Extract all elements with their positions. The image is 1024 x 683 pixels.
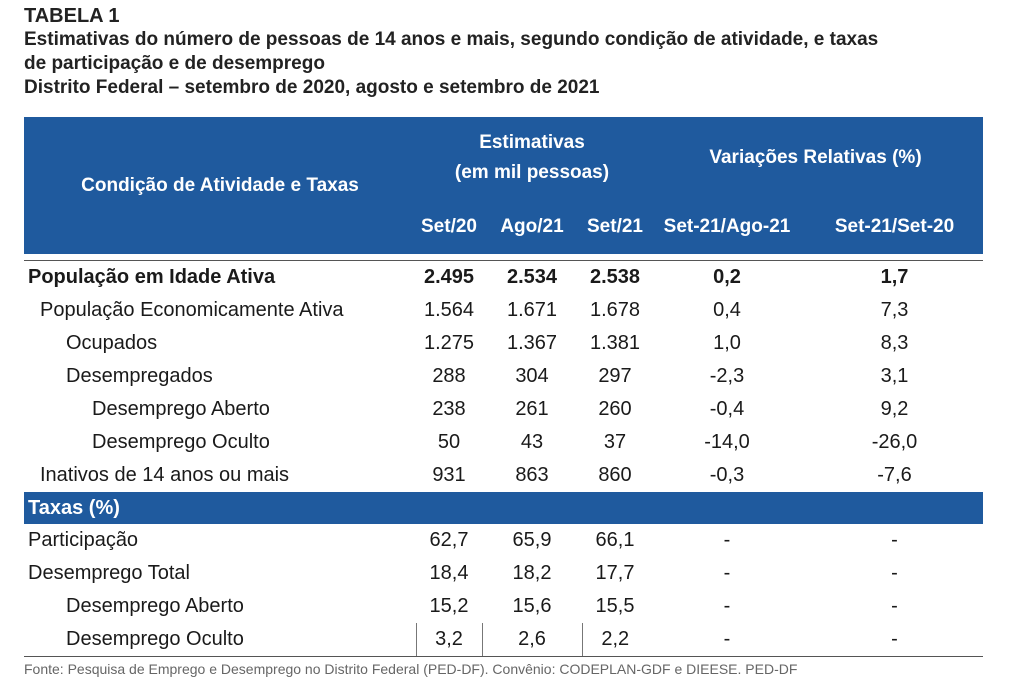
col-header: Set-21/Set-20 [806, 199, 984, 254]
cell: 860 [598, 464, 632, 486]
cell: -0,4 [709, 398, 745, 420]
header-estimates-line2: (em mil pessoas) [454, 162, 610, 183]
cell: - [806, 623, 984, 657]
cell: 260 [598, 398, 632, 420]
col-header: Set/20 [416, 199, 482, 254]
row-label: Ocupados [66, 332, 158, 354]
cell: 1.367 [506, 332, 558, 354]
row-label: Desemprego Aberto [66, 595, 244, 617]
table-caption: TABELA 1 Estimativas do número de pessoa… [24, 4, 1004, 100]
table-row: Desemprego Aberto 15,2 15,6 15,5 - - [24, 590, 983, 623]
cell: 261 [515, 398, 549, 420]
cell: -2,3 [709, 365, 745, 387]
table-row: Desemprego Total 18,4 18,2 17,7 - - [24, 557, 983, 590]
table-title-line3: Distrito Federal – setembro de 2020, ago… [24, 77, 600, 98]
cell: 0,2 [713, 266, 741, 288]
cell: -26,0 [871, 431, 918, 453]
cell: 18,2 [512, 562, 552, 584]
cell: 304 [515, 365, 549, 387]
cell: 43 [520, 431, 544, 453]
table-label: TABELA 1 [24, 5, 120, 27]
cell: 18,4 [429, 562, 469, 584]
header-variations: Variações Relativas (%) [648, 117, 984, 199]
cell: 1.275 [423, 332, 475, 354]
cell: 2.495 [423, 266, 475, 288]
cell: 66,1 [595, 529, 635, 551]
col-header: Ago/21 [482, 199, 582, 254]
section-header: Taxas (%) [24, 492, 984, 524]
table-row: População Economicamente Ativa 1.564 1.6… [24, 294, 983, 327]
source-note: Fonte: Pesquisa de Emprego e Desemprego … [24, 661, 798, 677]
cell: - [723, 595, 731, 617]
row-label: Desemprego Oculto [24, 623, 416, 657]
cell: 15,5 [595, 595, 635, 617]
cell: 2,6 [481, 623, 582, 657]
table-row: Inativos de 14 anos ou mais 931 863 860 … [24, 459, 983, 492]
table-row: Participação 62,7 65,9 66,1 - - [24, 524, 983, 557]
cell: - [723, 562, 731, 584]
row-label: Desemprego Total [28, 562, 190, 584]
row-label: Participação [28, 529, 139, 551]
row-label: Desemprego Aberto [92, 398, 270, 420]
table-row: Ocupados 1.275 1.367 1.381 1,0 8,3 [24, 327, 983, 360]
cell: - [648, 623, 806, 657]
cell: 297 [598, 365, 632, 387]
cell: 62,7 [429, 529, 469, 551]
cell: 8,3 [880, 332, 909, 354]
table-row: População em Idade Ativa 2.495 2.534 2.5… [24, 261, 983, 295]
cell: - [723, 529, 731, 551]
cell: 288 [432, 365, 466, 387]
table-row: Desemprego Oculto 3,2 2,6 2,2 - - [24, 623, 984, 657]
cell: 37 [603, 431, 627, 453]
table-row: Desemprego Aberto 238 261 260 -0,4 9,2 [24, 393, 983, 426]
row-label: Inativos de 14 anos ou mais [40, 464, 290, 486]
cell: 50 [437, 431, 461, 453]
cell: 65,9 [512, 529, 552, 551]
cell: 1.564 [423, 299, 475, 321]
table-title-line2: de participação e de desemprego [24, 53, 325, 74]
cell: -14,0 [704, 431, 750, 453]
cell: 238 [432, 398, 466, 420]
cell: 863 [515, 464, 549, 486]
table-row: Desemprego Oculto 50 43 37 -14,0 -26,0 [24, 426, 983, 459]
cell: 1.678 [589, 299, 641, 321]
col-header: Set/21 [582, 199, 648, 254]
row-label: Desemprego Oculto [92, 431, 270, 453]
header-estimates: Estimativas (em mil pessoas) [416, 117, 648, 199]
row-label: População em Idade Ativa [28, 266, 276, 288]
cell: - [891, 595, 898, 617]
cell: 1,0 [713, 332, 741, 354]
cell: 2.538 [589, 266, 641, 288]
cell: 17,7 [595, 562, 635, 584]
cell: 1.381 [589, 332, 641, 354]
cell: 3,1 [880, 365, 909, 387]
table-title-line1: Estimativas do número de pessoas de 14 a… [24, 29, 879, 50]
cell: 2,2 [581, 623, 648, 657]
cell: - [891, 529, 898, 551]
cell: 15,6 [512, 595, 552, 617]
header-estimates-line1: Estimativas [479, 132, 585, 153]
statistics-table: Condição de Atividade e Taxas Estimativa… [24, 117, 984, 657]
cell: 3,2 [415, 623, 482, 657]
table-row: Desempregados 288 304 297 -2,3 3,1 [24, 360, 983, 393]
section-rates-label: Taxas (%) [24, 492, 984, 524]
cell: 7,3 [880, 299, 909, 321]
cell: 931 [432, 464, 466, 486]
cell: - [891, 562, 898, 584]
cell: 0,4 [713, 299, 741, 321]
cell: -7,6 [877, 464, 912, 486]
cell: 15,2 [429, 595, 469, 617]
cell: 1.671 [506, 299, 558, 321]
header-condition: Condição de Atividade e Taxas [24, 117, 416, 254]
col-header: Set-21/Ago-21 [648, 199, 806, 254]
row-label: População Economicamente Ativa [40, 299, 344, 321]
cell: 9,2 [880, 398, 909, 420]
cell: -0,3 [709, 464, 745, 486]
cell: 2.534 [506, 266, 558, 288]
cell: 1,7 [880, 266, 909, 288]
row-label: Desempregados [66, 365, 213, 387]
